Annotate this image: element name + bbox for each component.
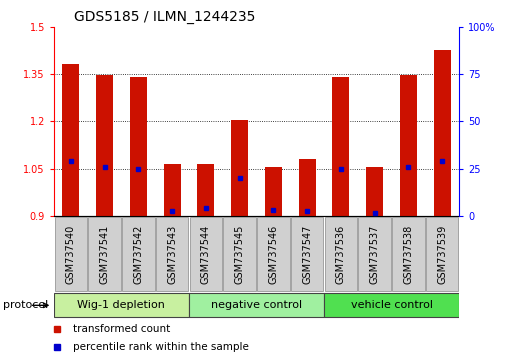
Bar <box>324 293 459 317</box>
Bar <box>231 120 248 216</box>
Bar <box>62 64 79 216</box>
Bar <box>291 217 323 291</box>
Text: GSM737545: GSM737545 <box>234 224 245 284</box>
Bar <box>400 75 417 216</box>
Text: negative control: negative control <box>211 300 302 310</box>
Text: GSM737541: GSM737541 <box>100 224 109 284</box>
Bar <box>189 293 324 317</box>
Text: GSM737536: GSM737536 <box>336 224 346 284</box>
Bar <box>130 77 147 216</box>
Text: GSM737542: GSM737542 <box>133 224 143 284</box>
Bar <box>54 217 87 291</box>
Bar <box>190 217 222 291</box>
Bar <box>299 159 315 216</box>
Text: Wig-1 depletion: Wig-1 depletion <box>77 300 165 310</box>
Text: GDS5185 / ILMN_1244235: GDS5185 / ILMN_1244235 <box>74 10 255 24</box>
Bar <box>392 217 425 291</box>
Text: GSM737543: GSM737543 <box>167 224 177 284</box>
Bar <box>122 217 154 291</box>
Bar <box>332 77 349 216</box>
Bar <box>88 217 121 291</box>
Bar <box>156 217 188 291</box>
Bar <box>96 75 113 216</box>
Bar <box>366 167 383 216</box>
Text: GSM737540: GSM737540 <box>66 224 76 284</box>
Bar <box>54 293 189 317</box>
Bar <box>434 50 451 216</box>
Text: GSM737544: GSM737544 <box>201 224 211 284</box>
Bar <box>164 164 181 216</box>
Text: GSM737547: GSM737547 <box>302 224 312 284</box>
Text: GSM737538: GSM737538 <box>404 224 413 284</box>
Bar <box>359 217 391 291</box>
Bar <box>426 217 459 291</box>
Bar <box>257 217 290 291</box>
Bar <box>265 167 282 216</box>
Bar <box>198 164 214 216</box>
Text: vehicle control: vehicle control <box>350 300 432 310</box>
Text: GSM737546: GSM737546 <box>268 224 279 284</box>
Text: GSM737537: GSM737537 <box>370 224 380 284</box>
Bar <box>325 217 357 291</box>
Text: GSM737539: GSM737539 <box>437 224 447 284</box>
Bar <box>223 217 256 291</box>
Text: percentile rank within the sample: percentile rank within the sample <box>73 342 249 352</box>
Text: protocol: protocol <box>3 300 48 310</box>
Text: transformed count: transformed count <box>73 324 171 334</box>
